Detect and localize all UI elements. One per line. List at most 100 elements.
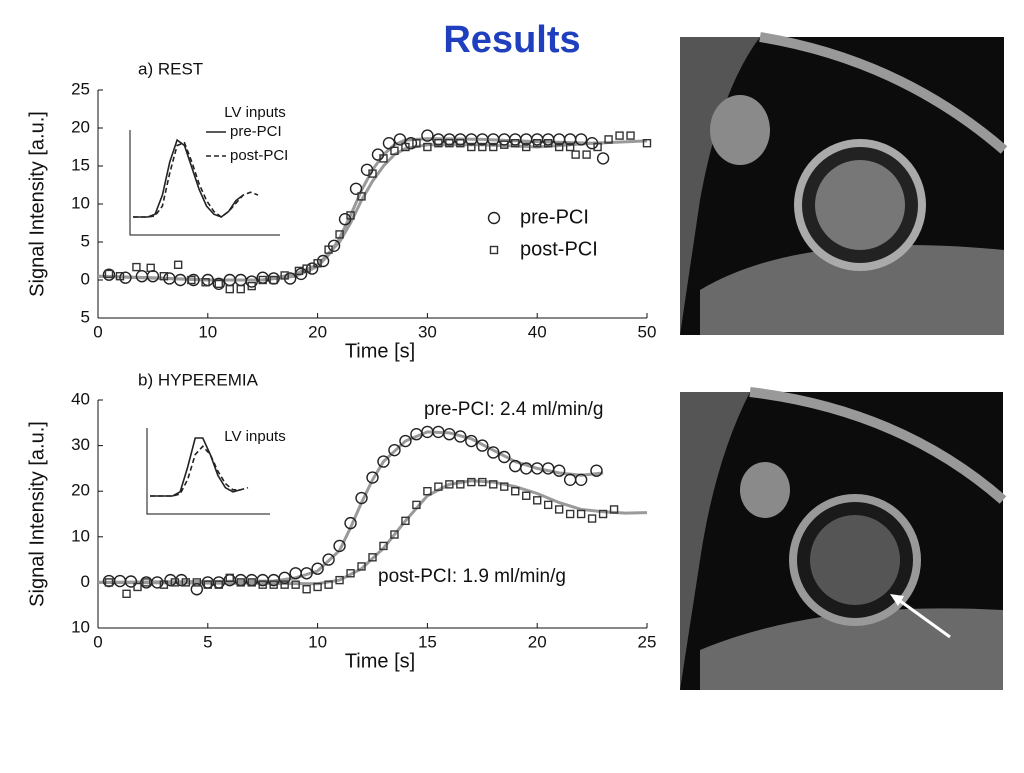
post-pci-point — [390, 530, 399, 539]
x-tick-label: 30 — [418, 322, 437, 341]
pre-pci-point — [487, 446, 500, 459]
post-pci-point — [236, 284, 245, 294]
post-pci-point — [258, 275, 267, 285]
pre-pci-point — [311, 562, 324, 575]
post-pci-point — [489, 142, 498, 152]
post-pci-point — [346, 211, 355, 220]
y-tick-label: 20 — [71, 117, 90, 136]
fit-line — [97, 430, 604, 584]
x-tick-label: 20 — [308, 322, 327, 341]
post-pci-point — [280, 580, 289, 589]
post-pci-point — [132, 262, 141, 272]
pre-pci-point — [454, 430, 467, 443]
pre-pci-point — [333, 539, 346, 553]
y-axis-label: Signal Intensity [a.u.] — [26, 111, 48, 297]
annotation: pre-PCI: 2.4 ml/min/g — [424, 399, 604, 420]
post-pci-point — [187, 275, 196, 285]
post-pci-point — [543, 138, 553, 148]
pre-pci-point — [102, 268, 116, 281]
chart-title: a) REST — [138, 59, 203, 78]
pre-pci-point — [377, 455, 390, 468]
post-pci-point — [390, 146, 399, 156]
y-tick-label: 20 — [71, 481, 90, 500]
post-pci-point — [543, 500, 553, 510]
post-pci-point — [280, 271, 289, 280]
post-pci-point — [522, 491, 531, 500]
post-pci-point — [478, 477, 487, 487]
post-pci-point — [401, 142, 410, 152]
pre-pci-point — [316, 254, 330, 268]
y-tick-label: 15 — [71, 155, 90, 174]
pre-pci-point — [190, 583, 204, 596]
post-pci-point — [379, 541, 388, 551]
post-pci-point — [181, 578, 191, 587]
mri-image-hyperemia — [680, 387, 1007, 690]
inset: LV inputs pre-PCI post-PCI — [129, 104, 288, 236]
x-tick-label: 0 — [93, 322, 102, 341]
pre-pci-point — [563, 473, 577, 486]
y-tick-label: 10 — [71, 526, 90, 545]
inset-title: LV inputs — [224, 104, 285, 121]
post-pci-point — [269, 580, 278, 589]
post-pci-point — [104, 578, 114, 587]
x-tick-label: 15 — [418, 632, 437, 651]
annotation: post-PCI: 1.9 ml/min/g — [378, 566, 566, 587]
x-tick-label: 10 — [198, 322, 217, 341]
y-tick-label: 10 — [71, 617, 90, 636]
y-axis-label: Signal Intensity [a.u.] — [26, 421, 48, 607]
post-pci-point — [598, 509, 608, 519]
post-pci-point — [203, 580, 213, 589]
post-pci-point — [192, 578, 202, 587]
y-tick-label: 30 — [71, 435, 90, 454]
post-pci-point — [324, 580, 333, 589]
post-pci-point — [313, 582, 322, 592]
inset-legend-label: post-PCI — [230, 147, 288, 164]
post-pci-point — [522, 142, 531, 152]
post-pci-point — [357, 562, 366, 571]
pre-pci-point — [212, 277, 225, 290]
x-tick-label: 20 — [528, 632, 547, 651]
post-pci-point — [335, 230, 344, 239]
post-pci-point — [467, 142, 476, 152]
post-pci-point — [511, 138, 520, 148]
legend-label: post-PCI — [520, 238, 598, 260]
post-pci-point — [445, 138, 454, 148]
x-tick-label: 0 — [93, 632, 102, 651]
pre-pci-point — [278, 571, 291, 585]
x-tick-label: 40 — [528, 322, 547, 341]
inset-axes — [146, 428, 270, 515]
post-pci-point — [554, 142, 564, 152]
post-pci-point — [173, 260, 183, 269]
pre-pci-point — [574, 473, 588, 486]
inset-line — [150, 437, 241, 497]
post-pci-point — [456, 138, 465, 148]
pre-pci-point — [421, 129, 434, 142]
y-tick-label: 40 — [71, 389, 90, 408]
inset-legend-label: pre-PCI — [230, 123, 282, 140]
x-axis-label: Time [s] — [345, 340, 415, 362]
inset-axes — [129, 130, 280, 236]
post-pci-point — [247, 578, 256, 587]
pre-pci-point — [355, 491, 368, 505]
x-axis-label: Time [s] — [345, 650, 415, 672]
pre-pci-point — [300, 567, 313, 580]
pre-pci-point — [124, 575, 138, 588]
inset-title: LV inputs — [224, 428, 285, 445]
post-pci-point — [478, 142, 487, 152]
post-pci-point — [587, 514, 597, 523]
y-tick-label: 0 — [81, 269, 90, 288]
post-pci-point — [201, 278, 210, 287]
post-pci-point — [423, 142, 432, 152]
post-pci-point — [133, 582, 142, 592]
post-pci-point — [291, 580, 300, 589]
y-tick-label: 0 — [81, 572, 90, 591]
post-pci-point — [593, 142, 602, 152]
post-pci-point — [401, 516, 410, 526]
post-pci-point — [412, 138, 421, 148]
pre-pci-point — [322, 553, 335, 566]
post-pci-point — [115, 272, 125, 281]
